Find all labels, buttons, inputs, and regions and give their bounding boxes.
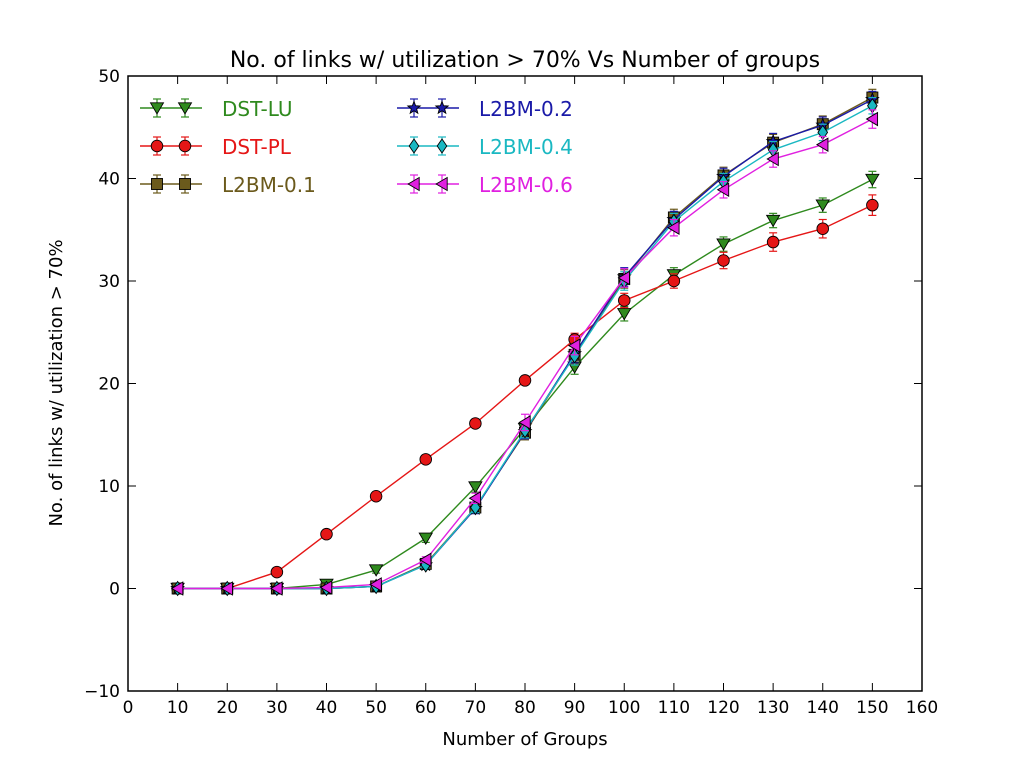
data-point-l2bm-0-6 [319,580,333,595]
x-tick-label: 90 [564,698,586,718]
legend-item-l2bm-0-4: L2BM-0.4 [397,135,573,159]
y-tick-label: 40 [98,170,120,190]
data-point-dst-pl [618,294,631,307]
series-l2bm-0-6 [170,109,879,596]
data-point-dst-lu [815,199,831,212]
legend-item-l2bm-0-1: L2BM-0.1 [140,173,316,197]
data-point-dst-lu [865,173,880,187]
x-axis-label: Number of Groups [442,729,607,750]
x-tick-label: 10 [167,698,189,718]
legend-item-dst-lu: DST-LU [140,97,292,121]
x-tick-label: 60 [415,698,437,718]
plot-area: 0 10 20 30 40 50 60 70 80 90 100 110 120 130 140 150 160… [84,67,938,718]
legend-marker [436,138,448,154]
legend-label-l2bm-0-2: L2BM-0.2 [479,97,573,121]
data-point-dst-pl [866,198,879,212]
plot-frame [127,75,923,692]
legend-marker [435,176,448,192]
data-point-dst-lu [418,532,434,546]
y-tick-label: −10 [84,682,120,702]
chart-title: No. of links w/ utilization > 70% Vs Num… [230,48,820,73]
data-point-dst-pl [667,274,681,288]
x-tick-label: 140 [807,698,839,718]
data-point-l2bm-0-6 [617,270,630,286]
data-point-dst-lu [616,308,632,321]
legend-marker [434,100,450,115]
series-dst-pl [171,194,879,595]
y-tick-label: 50 [98,67,120,87]
data-point-dst-lu [468,481,483,494]
x-tick-label: 80 [514,698,536,718]
x-tick-label: 160 [906,698,938,718]
legend-marker [149,102,165,115]
x-tick-label: 70 [465,698,487,718]
data-point-l2bm-0-6 [716,182,730,198]
data-point-l2bm-0-6 [220,581,233,596]
data-point-dst-pl [766,235,780,249]
x-tick-label: 50 [365,698,387,718]
data-point-l2bm-0-6 [816,137,829,152]
data-point-l2bm-0-6 [518,415,531,430]
x-tick-label: 130 [757,698,789,718]
data-point-dst-pl [816,222,830,235]
legend-label-dst-pl: DST-PL [222,135,292,159]
x-tick-label: 0 [123,698,134,718]
data-point-dst-pl [320,527,333,541]
legend-marker [151,178,163,190]
data-point-l2bm-0-6 [667,220,680,235]
data-point-l2bm-0-6 [468,491,482,506]
series-line-l2bm-0-1 [177,96,873,590]
legend-marker [150,139,164,153]
data-point-l2bm-0-4 [569,348,580,364]
data-point-dst-lu [716,238,731,251]
data-point-dst-lu [765,214,781,228]
legend-marker [177,102,193,115]
data-point-l2bm-0-6 [865,111,879,127]
legend-marker [178,139,192,153]
data-point-dst-pl [717,254,730,267]
data-point-dst-pl [270,565,284,579]
data-point-dst-pl [518,374,532,387]
legend-label-l2bm-0-1: L2BM-0.1 [222,173,316,197]
y-tick-label: 10 [98,477,120,497]
y-tick-label: 20 [98,375,120,395]
legend-marker [406,100,422,115]
legend-label-dst-lu: DST-LU [222,97,292,121]
x-tick-label: 40 [316,698,338,718]
legend-label-l2bm-0-6: L2BM-0.6 [479,173,573,197]
legend-marker [179,178,191,190]
data-point-l2bm-0-6 [766,151,779,167]
x-tick-label: 20 [216,698,238,718]
y-tick-label: 30 [98,272,120,292]
data-point-l2bm-0-6 [369,577,382,592]
data-point-l2bm-0-6 [170,581,184,596]
data-point-dst-pl [369,490,383,503]
legend-item-l2bm-0-2: L2BM-0.2 [397,97,573,121]
x-tick-label: 110 [658,698,690,718]
legend-marker [408,138,420,154]
y-tick-label: 0 [109,580,120,600]
x-tick-label: 100 [608,698,640,718]
data-point-l2bm-0-6 [270,581,283,596]
legend: DST-LU DST-PL L2BM-0.1 L2BM-0.2 L2BM-0.4 L2BM… [140,97,573,197]
data-point-dst-pl [419,453,433,466]
legend-marker [407,176,420,192]
data-point-l2bm-0-6 [419,552,432,568]
data-point-dst-lu [368,564,384,577]
data-point-l2bm-0-6 [567,338,581,353]
legend-item-dst-pl: DST-PL [140,135,292,159]
legend-item-l2bm-0-6: L2BM-0.6 [397,173,573,197]
y-axis-label: No. of links w/ utilization > 70% [46,239,67,526]
x-tick-label: 150 [856,698,888,718]
legend-label-l2bm-0-4: L2BM-0.4 [479,135,573,159]
x-tick-label: 120 [707,698,739,718]
data-point-dst-pl [469,417,482,430]
series-line-dst-pl [177,204,873,590]
x-tick-label: 30 [266,698,288,718]
series-l2bm-0-1 [171,88,879,595]
